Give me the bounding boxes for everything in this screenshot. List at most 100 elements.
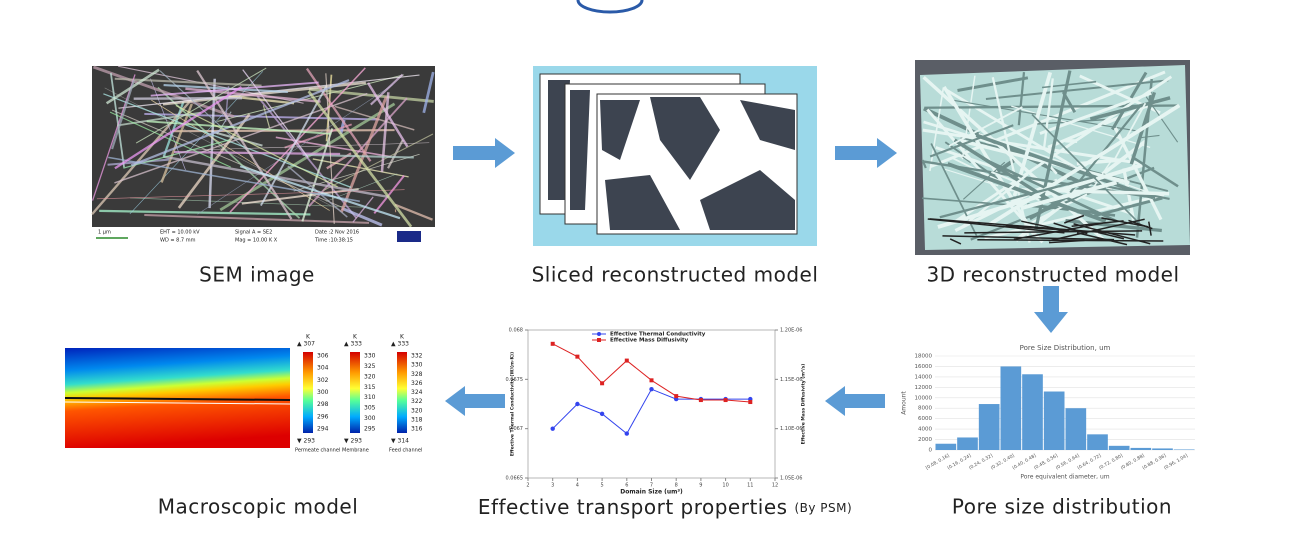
caption: 3D reconstructed model [926, 263, 1179, 287]
colorbar-tick: 330 [411, 362, 423, 369]
y-tick-label: 2000 [918, 437, 932, 443]
fiber [1017, 72, 1026, 126]
x-tick-label: 6 [625, 483, 628, 489]
marker [624, 358, 629, 363]
colorbar-tick: 332 [411, 353, 423, 360]
colorbar-label: Permeate channel [295, 448, 340, 454]
bar [1043, 391, 1065, 450]
series-line [552, 343, 751, 403]
fiber [144, 214, 370, 224]
fiber [108, 156, 360, 203]
fiber [91, 74, 136, 201]
caption: SEM image [199, 263, 315, 287]
colorbar-tick: 316 [411, 426, 423, 433]
fiber [370, 73, 404, 106]
fiber [99, 209, 311, 216]
plot-frame [527, 329, 776, 479]
bar [1000, 366, 1022, 450]
x-tick-label: 3 [551, 483, 554, 489]
colorbar [350, 352, 360, 433]
y2-axis-label: Effective Mass Diffusivity (m²/s) [801, 364, 807, 445]
colorbar-tick: 320 [364, 373, 376, 380]
y-tick-label: 14000 [915, 374, 933, 380]
colorbar-tick: 315 [364, 384, 376, 391]
y2-tick-label: 1.05E-06 [780, 476, 802, 482]
bar [978, 404, 1000, 450]
x-tick-label: 4 [576, 483, 579, 489]
fiber [111, 80, 135, 150]
fiber [922, 128, 1146, 166]
fiber [308, 87, 434, 103]
fiber [208, 78, 216, 209]
fiber [1053, 222, 1088, 235]
fiber [96, 189, 405, 200]
fiber [1101, 217, 1149, 228]
fiber [146, 120, 332, 135]
marker [624, 431, 629, 436]
membrane-line [64, 401, 291, 405]
marker [550, 426, 555, 431]
fiber [322, 133, 434, 192]
fiber [975, 133, 1154, 200]
marker [575, 401, 580, 407]
fiber [211, 130, 263, 147]
colorbar-tick: 330 [364, 353, 376, 360]
marker [550, 341, 555, 346]
fiber [984, 193, 1165, 240]
y-tick-label: 0.068 [509, 328, 523, 334]
fiber [325, 173, 398, 202]
colorbar-tick: 302 [317, 377, 329, 384]
y-tick-label: 18000 [915, 354, 933, 360]
caption: Sliced reconstructed model [532, 263, 819, 287]
legend-label: Effective Thermal Conductivity [610, 332, 706, 338]
fiber [991, 77, 1031, 243]
membrane-line [64, 397, 291, 401]
marker [723, 398, 728, 403]
colorbar-min: ▼ 293 [297, 438, 315, 445]
colorbar-tick: 310 [364, 394, 376, 401]
fiber [1113, 102, 1147, 161]
fiber [116, 111, 202, 127]
sem-info-bar [92, 227, 435, 246]
arrows [445, 138, 1068, 416]
caption-main: Effective transport properties [478, 495, 788, 519]
fiber [308, 97, 408, 208]
fiber [160, 103, 193, 183]
marker [649, 387, 654, 392]
fiber [1089, 96, 1171, 121]
fiber [962, 156, 971, 164]
series-line [552, 388, 751, 435]
colorbar-label: Membrane [342, 448, 369, 454]
bar [1108, 445, 1130, 450]
chart-title: Pore Size Distribution, um [1020, 344, 1111, 352]
logo-badge [397, 231, 421, 242]
bar [1130, 447, 1152, 450]
colorbar-tick: 304 [317, 365, 329, 372]
fiber [1031, 113, 1141, 225]
fiber [380, 92, 390, 173]
colorbar-unit: K [306, 334, 311, 341]
sem-info: Date :2 Nov 2016 [315, 230, 359, 236]
fiber [960, 136, 1169, 192]
x-tick-label: 8 [675, 483, 678, 489]
y-axis-label: Effective Thermal Conductivity (W/(m·K)) [510, 352, 516, 456]
fiber [373, 175, 405, 215]
marker [649, 378, 654, 383]
fiber [1021, 220, 1068, 232]
bar [1152, 448, 1173, 450]
y-tick-label: 0.0675 [506, 377, 524, 383]
y-tick-label: 8000 [918, 406, 932, 412]
sem-info: Mag = 10.00 K X [235, 238, 278, 244]
y-tick-label: 0.067 [509, 426, 523, 432]
colorbar-min: ▼ 293 [344, 438, 362, 445]
x-axis-label: Pore equivalent diameter, um [1020, 474, 1109, 481]
colorbar-tick: 305 [364, 405, 376, 412]
fiber [151, 99, 330, 211]
fiber [947, 162, 1107, 224]
x-tick-label: 12 [772, 483, 778, 489]
colorbar-tick: 322 [411, 398, 423, 405]
fiber [340, 96, 388, 213]
x-axis-label: Domain Size (um³) [620, 489, 683, 496]
fiber [307, 90, 413, 228]
